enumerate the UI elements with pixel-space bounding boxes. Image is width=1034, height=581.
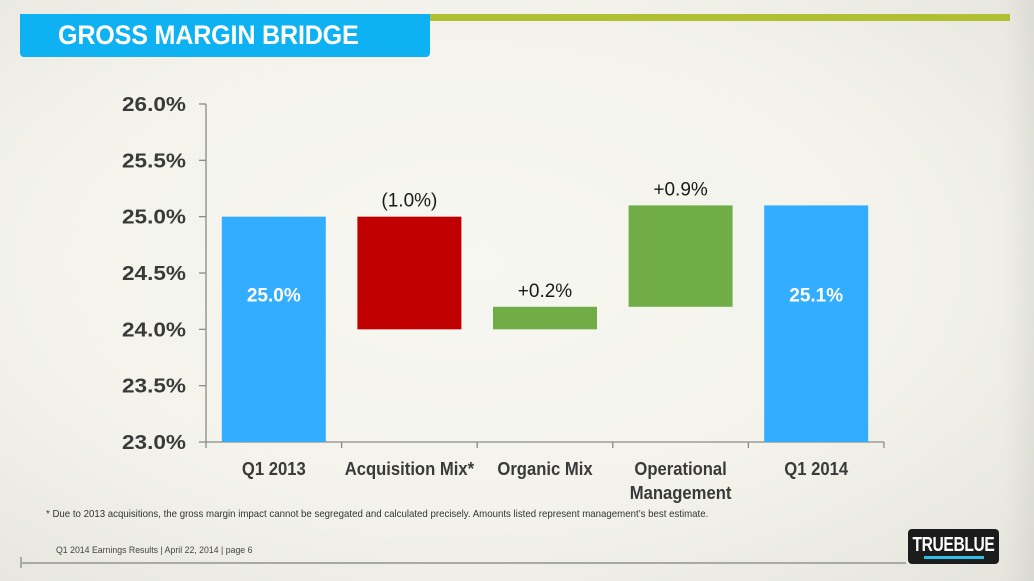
bar-data-label: 25.1% xyxy=(789,286,843,307)
bar-total xyxy=(764,205,869,442)
page-edge-shade xyxy=(1004,0,1034,581)
title-bar: GROSS MARGIN BRIDGE xyxy=(20,14,430,57)
x-category-label: Q1 2013 xyxy=(242,458,306,479)
page-title: GROSS MARGIN BRIDGE xyxy=(58,20,359,50)
y-tick-label: 25.5% xyxy=(122,150,186,172)
bar-decrease xyxy=(357,216,462,330)
bar-total xyxy=(221,216,326,442)
footer-divider xyxy=(21,562,906,564)
x-category-label: Acquisition Mix* xyxy=(345,458,475,479)
bar-increase xyxy=(628,205,733,307)
y-tick-label: 25.0% xyxy=(122,207,186,229)
trueblue-logo: TRUEBLUE xyxy=(908,529,999,564)
y-tick-label: 24.5% xyxy=(122,263,186,285)
y-tick-label: 23.5% xyxy=(122,376,186,398)
x-category-label: Operational xyxy=(634,458,726,479)
x-category-label: Organic Mix xyxy=(497,458,592,479)
footer-text: Q1 2014 Earnings Results | April 22, 201… xyxy=(56,545,253,556)
bar-data-label: 25.0% xyxy=(247,285,301,306)
bar-data-label: +0.2% xyxy=(518,281,573,302)
bar-increase xyxy=(493,306,597,330)
logo-text: TRUEBLUE xyxy=(912,533,995,556)
y-tick-label: 24.0% xyxy=(122,319,186,341)
y-tick-label: 23.0% xyxy=(122,432,186,454)
accent-line xyxy=(430,14,1010,21)
bar-data-label: (1.0%) xyxy=(381,191,437,212)
logo-underline xyxy=(923,555,984,559)
x-category-label: Q1 2014 xyxy=(784,458,848,479)
y-tick-label: 26.0% xyxy=(122,94,186,116)
footnote: * Due to 2013 acquisitions, the gross ma… xyxy=(46,508,709,520)
x-category-label: Management xyxy=(630,482,732,503)
bar-data-label: +0.9% xyxy=(653,179,708,200)
